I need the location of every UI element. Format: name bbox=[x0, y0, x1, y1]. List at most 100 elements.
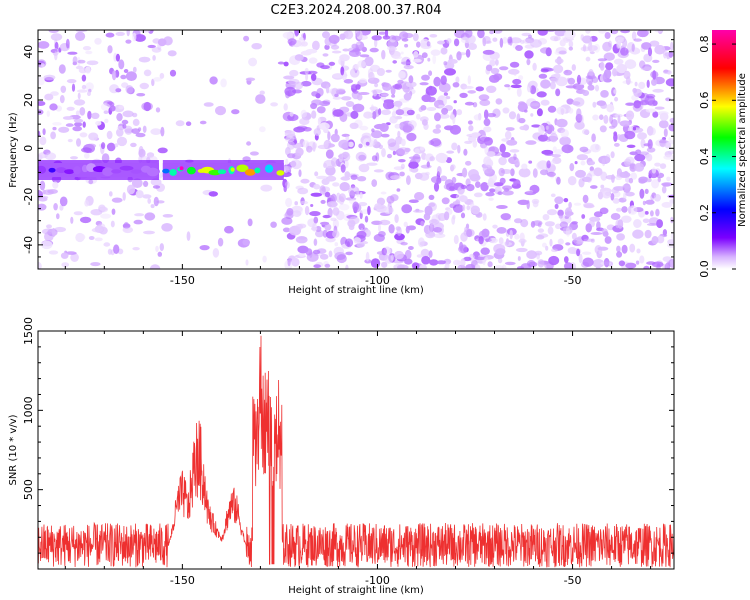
heatmap-noise-blob bbox=[630, 172, 638, 180]
heatmap-noise-blob bbox=[357, 35, 368, 40]
heatmap-noise-blob bbox=[587, 45, 598, 52]
heatmap-noise-blob bbox=[614, 143, 620, 147]
heatmap-noise-blob bbox=[283, 103, 288, 111]
heatmap-noise-blob bbox=[462, 167, 468, 178]
heatmap-noise-blob bbox=[652, 88, 664, 93]
heatmap-noise-blob bbox=[358, 202, 368, 207]
heatmap-noise-blob bbox=[374, 82, 379, 88]
heatmap-noise-blob bbox=[95, 121, 102, 126]
heatmap-noise-blob bbox=[397, 264, 409, 269]
heatmap-noise-blob bbox=[604, 32, 611, 39]
heatmap-noise-blob bbox=[121, 82, 129, 88]
x-tick-label: -150 bbox=[170, 274, 195, 287]
heatmap-noise-blob bbox=[282, 31, 294, 39]
heatmap-noise-blob bbox=[38, 76, 45, 86]
heatmap-noise-blob bbox=[413, 209, 424, 213]
heatmap-noise-blob bbox=[104, 118, 109, 124]
heatmap-noise-blob bbox=[67, 51, 78, 55]
heatmap-noise-blob bbox=[646, 223, 658, 226]
heatmap-noise-blob bbox=[394, 250, 404, 260]
heatmap-noise-blob bbox=[547, 226, 554, 235]
heatmap-noise-blob bbox=[343, 79, 354, 84]
heatmap-noise-blob bbox=[125, 39, 132, 44]
heatmap-noise-blob bbox=[592, 101, 597, 108]
heatmap-noise-blob bbox=[436, 260, 447, 265]
heatmap-noise-blob bbox=[408, 156, 421, 160]
heatmap-noise-blob bbox=[610, 151, 615, 159]
heatmap-noise-blob bbox=[313, 238, 318, 246]
heatmap-noise-blob bbox=[651, 179, 660, 189]
heatmap-noise-blob bbox=[509, 229, 513, 240]
heatmap-noise-blob bbox=[332, 219, 339, 229]
heatmap-noise-blob bbox=[41, 63, 45, 68]
heatmap-noise-blob bbox=[368, 71, 375, 81]
heatmap-noise-blob bbox=[62, 116, 74, 120]
x-tick-label: -100 bbox=[365, 274, 390, 287]
heatmap-noise-blob bbox=[509, 149, 520, 153]
heatmap-noise-blob bbox=[443, 97, 447, 105]
heatmap-noise-blob bbox=[649, 127, 656, 136]
heatmap-noise-blob bbox=[640, 138, 646, 149]
heatmap-noise-blob bbox=[530, 100, 541, 110]
heatmap-noise-blob bbox=[116, 136, 128, 147]
heatmap-noise-blob bbox=[428, 202, 436, 207]
heatmap-noise-blob bbox=[568, 107, 574, 114]
heatmap-signal-cell bbox=[119, 165, 134, 171]
heatmap-noise-blob bbox=[629, 243, 636, 253]
heatmap-noise-blob bbox=[484, 257, 489, 261]
heatmap-noise-blob bbox=[167, 50, 177, 57]
heatmap-noise-blob bbox=[287, 153, 296, 159]
heatmap-noise-blob bbox=[576, 154, 589, 161]
heatmap-noise-blob bbox=[452, 82, 460, 88]
heatmap-noise-blob bbox=[482, 36, 491, 44]
heatmap-noise-blob bbox=[365, 251, 370, 262]
heatmap-noise-blob bbox=[359, 192, 363, 199]
heatmap-noise-blob bbox=[416, 41, 421, 48]
heatmap-noise-blob bbox=[316, 62, 325, 68]
heatmap-noise-blob bbox=[564, 256, 569, 264]
heatmap-noise-blob bbox=[66, 79, 77, 84]
heatmap-noise-blob bbox=[54, 226, 66, 233]
heatmap-noise-blob bbox=[142, 194, 152, 199]
heatmap-noise-blob bbox=[332, 96, 342, 100]
heatmap-noise-blob bbox=[138, 56, 151, 63]
heatmap-noise-blob bbox=[335, 88, 346, 92]
heatmap-noise-blob bbox=[429, 156, 436, 162]
heatmap-noise-blob bbox=[449, 186, 455, 191]
heatmap-noise-blob bbox=[295, 236, 308, 244]
heatmap-noise-blob bbox=[472, 140, 478, 148]
heatmap-noise-blob bbox=[44, 152, 57, 161]
heatmap-noise-blob bbox=[395, 136, 403, 145]
heatmap-noise-blob bbox=[554, 196, 564, 205]
heatmap-noise-blob bbox=[396, 226, 402, 236]
heatmap-noise-blob bbox=[400, 163, 405, 169]
heatmap-noise-blob bbox=[310, 204, 314, 207]
colorbar-tick-label: 0.0 bbox=[698, 260, 711, 278]
heatmap-noise-blob bbox=[311, 226, 318, 231]
heatmap-noise-blob bbox=[328, 34, 340, 44]
heatmap-noise-blob bbox=[582, 44, 587, 52]
heatmap-noise-blob bbox=[475, 181, 481, 189]
heatmap-noise-blob bbox=[582, 90, 590, 96]
heatmap-noise-blob bbox=[440, 75, 447, 85]
heatmap-noise-blob bbox=[642, 200, 646, 206]
heatmap-noise-blob bbox=[132, 112, 138, 118]
heatmap-noise-blob bbox=[132, 66, 137, 73]
y-tick-label: 1000 bbox=[22, 396, 35, 424]
heatmap-noise-blob bbox=[378, 108, 382, 116]
heatmap-noise-blob bbox=[594, 84, 600, 92]
heatmap-noise-blob bbox=[77, 92, 81, 100]
heatmap-noise-blob bbox=[46, 110, 50, 117]
heatmap-noise-blob bbox=[485, 64, 493, 72]
heatmap-noise-blob bbox=[56, 213, 60, 220]
heatmap-noise-blob bbox=[650, 210, 654, 217]
heatmap-noise-blob bbox=[449, 114, 455, 120]
heatmap-noise-blob bbox=[294, 81, 304, 90]
heatmap-noise-blob bbox=[446, 38, 452, 44]
heatmap-noise-blob bbox=[426, 161, 430, 168]
heatmap-noise-blob bbox=[338, 139, 350, 149]
heatmap-noise-blob bbox=[242, 239, 250, 246]
heatmap-y-ticks: -40 -20 0 20 40 bbox=[22, 39, 674, 270]
heatmap-noise-blob bbox=[637, 132, 647, 140]
heatmap-noise-blob bbox=[565, 85, 577, 89]
